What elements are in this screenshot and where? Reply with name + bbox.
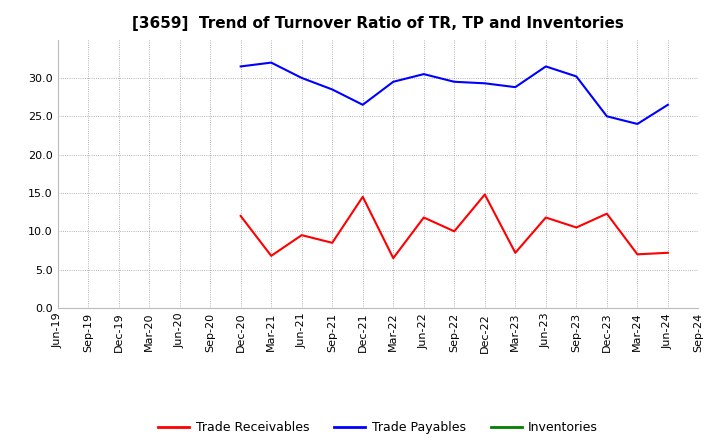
Legend: Trade Receivables, Trade Payables, Inventories: Trade Receivables, Trade Payables, Inven… — [153, 416, 603, 439]
Title: [3659]  Trend of Turnover Ratio of TR, TP and Inventories: [3659] Trend of Turnover Ratio of TR, TP… — [132, 16, 624, 32]
